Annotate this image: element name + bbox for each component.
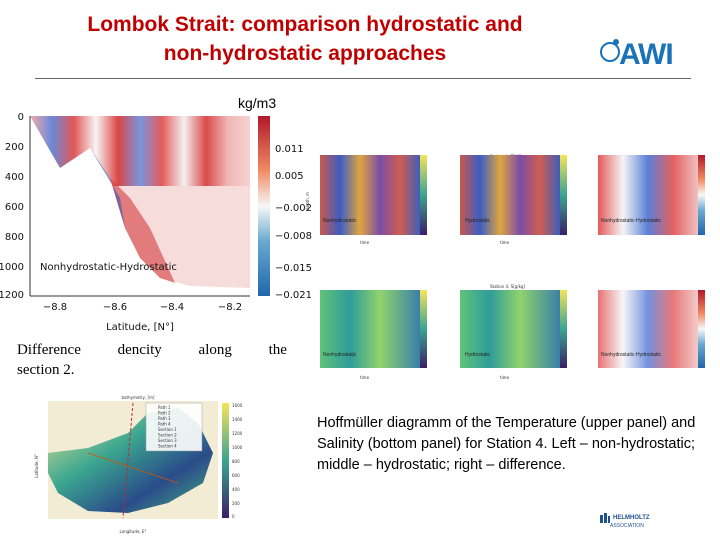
temp-colorbar	[420, 155, 427, 235]
map-colorbar-tick: 1400	[232, 417, 243, 422]
bathymetry-map: bathymetry, [m] Path 1 Path 2 Path 3 Pat…	[34, 395, 243, 534]
legend-entry: Path 3	[158, 416, 171, 421]
x-tick: −8.4	[160, 302, 184, 313]
map-legend	[145, 402, 203, 452]
hovmoller-xlabel: time	[500, 375, 510, 380]
left-caption: Difference dencity along the section 2.	[17, 340, 287, 380]
y-tick: 1000	[0, 262, 24, 273]
bathymetry-mask	[30, 116, 250, 296]
hovmoller-panels: Station 4, T[°C] Nonhydrostatic Hydrosta…	[305, 154, 705, 380]
x-axis-ticks: −8.8 −8.6 −8.4 −8.2	[43, 302, 242, 313]
panel-label: Hydrostatic	[465, 218, 491, 224]
map-xlabel: Longitude, E°	[120, 529, 147, 534]
title-divider	[35, 78, 691, 79]
map-colorbar-tick: 600	[232, 473, 240, 478]
x-axis-label: Latitude, [N°]	[106, 322, 174, 333]
density-section-plot: 0 200 400 600 800 1000 1200 −8.8 −8.6 −8…	[0, 112, 312, 333]
legend-entry: Section 1	[158, 427, 177, 432]
hovmoller-xlabel: time	[360, 240, 370, 245]
map-colorbar-ticks: 1600 1400 1200 1000 800 600 400 200 0	[232, 403, 243, 519]
map-colorbar-tick: 0	[232, 514, 235, 519]
caption-word: the	[268, 342, 287, 358]
hovmoller-ylabel: depth, m	[305, 192, 310, 210]
legend-entry: Path 4	[158, 422, 171, 427]
colorbar-ticks: 0.011 0.005 −0.002 −0.008 −0.015 −0.021	[275, 144, 312, 301]
legend-entry: Path 1	[158, 405, 171, 410]
panel-label: Nonhydrostatic-Hydrostatic	[601, 352, 662, 358]
map-colorbar-tick: 800	[232, 459, 240, 464]
y-tick: 400	[5, 172, 24, 183]
x-tick: −8.2	[218, 302, 242, 313]
map-title: bathymetry, [m]	[122, 395, 155, 400]
panel-label: Nonhydrostatic-Hydrostatic	[601, 218, 662, 224]
salinity-colorbar	[420, 290, 427, 368]
temp-difference	[598, 155, 698, 235]
map-colorbar-tick: 400	[232, 487, 240, 492]
hovmoller-caption: Hoffmüller diagramm of the Temperature (…	[317, 415, 696, 473]
diff-colorbar	[698, 155, 705, 235]
hovmoller-xlabel: time	[500, 240, 510, 245]
caption-word: dencity	[117, 342, 162, 358]
x-tick: −8.8	[43, 302, 67, 313]
temp-colorbar	[560, 155, 567, 235]
hovmoller-bottom-title: Station 4, S[g/kg]	[490, 284, 525, 289]
temp-hydrostatic	[460, 155, 560, 235]
salinity-hydrostatic	[460, 290, 560, 368]
salinity-nonhydrostatic	[320, 290, 420, 368]
section-line	[87, 452, 179, 484]
helmholtz-logo: HELMHOLTZ ASSOCIATION	[600, 513, 650, 529]
y-tick: 800	[5, 232, 24, 243]
legend-entry: Section 4	[158, 444, 177, 449]
title-line-1: Lombok Strait: comparison hydrostatic an…	[87, 13, 523, 36]
helmholtz-mark-icon	[600, 513, 610, 523]
colorbar-tick: −0.015	[275, 263, 312, 274]
colorbar-tick: 0.005	[275, 171, 304, 182]
slide-title: Lombok Strait: comparison hydrostatic an…	[40, 10, 570, 68]
colorbar	[258, 116, 270, 296]
hovmoller-xlabel: time	[360, 375, 370, 380]
panel-label: Hydrostatic	[465, 352, 491, 358]
legend-entry: Section 3	[158, 438, 177, 443]
y-tick: 0	[18, 112, 24, 123]
map-colorbar-tick: 1000	[232, 445, 243, 450]
y-axis-ticks: 0 200 400 600 800 1000 1200	[0, 112, 24, 301]
caption-line-2: section 2.	[17, 362, 75, 378]
colorbar-tick: −0.021	[275, 290, 312, 301]
awi-logo: AWI	[596, 36, 691, 76]
y-tick: 600	[5, 202, 24, 213]
y-tick: 200	[5, 142, 24, 153]
title-line-2: non-hydrostatic approaches	[163, 42, 447, 65]
awi-logo-text: AWI	[619, 38, 674, 71]
map-colorbar	[222, 403, 229, 518]
panel-label: Nonhydrostatic	[323, 352, 357, 358]
helmholtz-sub: ASSOCIATION	[610, 523, 644, 529]
caption-word: along	[198, 342, 232, 358]
colorbar-tick: 0.011	[275, 144, 304, 155]
map-colorbar-tick: 1200	[232, 431, 243, 436]
map-colorbar-tick: 200	[232, 501, 240, 506]
panel-label: Nonhydrostatic	[323, 218, 357, 224]
y-tick: 1200	[0, 290, 24, 301]
salinity-difference	[598, 290, 698, 368]
salinity-colorbar	[560, 290, 567, 368]
slope-anomaly	[110, 178, 175, 283]
unit-label: kg/m3	[238, 95, 277, 111]
path-line	[122, 402, 134, 519]
diff-colorbar	[698, 290, 705, 368]
legend-entry: Section 2	[158, 433, 177, 438]
temp-nonhydrostatic	[320, 155, 420, 235]
legend-entry: Path 2	[158, 411, 171, 416]
helmholtz-name: HELMHOLTZ	[613, 515, 650, 521]
colorbar-tick: −0.002	[275, 203, 312, 214]
map-ylabel: Latitude, N°	[34, 454, 39, 478]
map-colorbar-tick: 1600	[232, 403, 243, 408]
caption-word: Difference	[17, 342, 81, 358]
plot-annotation: Nonhydrostatic-Hydrostatic	[40, 262, 177, 273]
legend-entries: Path 1 Path 2 Path 3 Path 4 Section 1 Se…	[158, 405, 177, 449]
x-tick: −8.6	[103, 302, 127, 313]
awi-logo-mark-icon	[600, 39, 620, 62]
colorbar-tick: −0.008	[275, 231, 312, 242]
